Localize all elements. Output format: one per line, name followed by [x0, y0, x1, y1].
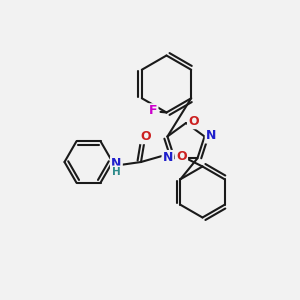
Text: O: O [140, 130, 151, 143]
Text: O: O [176, 149, 187, 163]
Text: H: H [112, 167, 121, 177]
Text: N: N [111, 157, 122, 170]
Text: F: F [149, 104, 157, 118]
Text: O: O [188, 115, 199, 128]
Text: N: N [163, 151, 173, 164]
Text: N: N [206, 129, 216, 142]
